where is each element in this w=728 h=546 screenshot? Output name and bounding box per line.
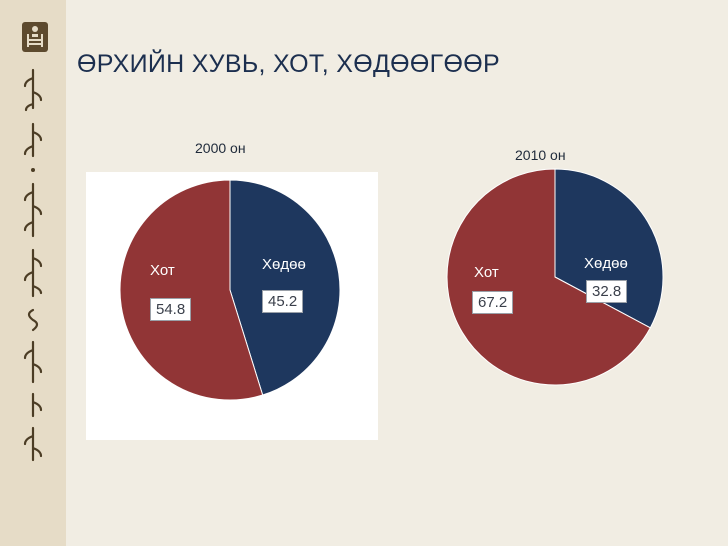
pie-slice-urban-2000 — [119, 179, 264, 401]
page-title: ӨРХИЙН ХУВЬ, ХОТ, ХӨДӨӨГӨӨР — [77, 50, 500, 78]
slice-label-urban-2000: Хот — [150, 262, 175, 279]
pie-slice-rural-2000 — [229, 179, 341, 396]
pie-slice-rural-2010 — [554, 168, 664, 329]
sidebar-decoration — [0, 0, 66, 546]
soyombo-emblem-icon — [22, 22, 48, 52]
data-label-urban-2010: 67.2 — [472, 291, 514, 314]
chart-title-2000: 2000 он — [195, 140, 246, 156]
pie-chart-2000 — [119, 179, 341, 401]
data-label-rural-2000: 45.2 — [262, 290, 304, 313]
mongolian-script-decoration — [23, 68, 43, 462]
slice-label-rural-2010: Хөдөө — [584, 255, 628, 272]
data-label-urban-2000: 54.8 — [150, 298, 192, 321]
data-label-rural-2010: 32.8 — [586, 280, 628, 303]
slice-label-rural-2000: Хөдөө — [262, 256, 306, 273]
slice-label-urban-2010: Хот — [474, 264, 499, 281]
pie-chart-2010 — [446, 168, 664, 386]
chart-title-2010: 2010 он — [515, 147, 566, 163]
pie-slice-urban-2010 — [446, 168, 651, 386]
